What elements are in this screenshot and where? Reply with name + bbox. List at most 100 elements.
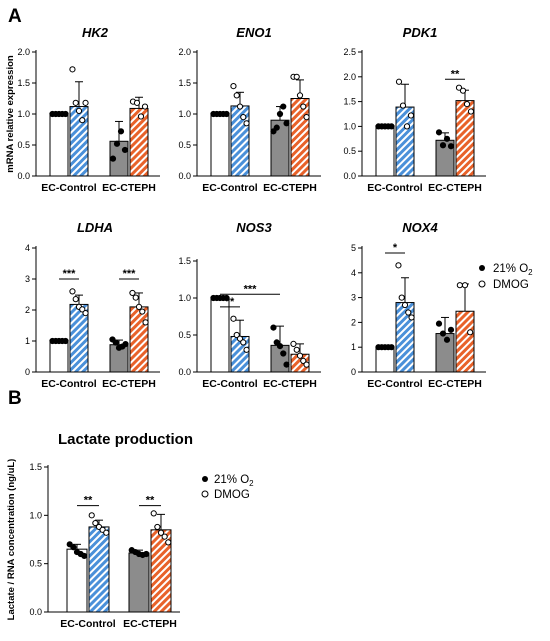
data-point-normoxia bbox=[443, 336, 451, 343]
x-category-label: EC-Control bbox=[367, 182, 422, 194]
data-point-dmog bbox=[165, 539, 172, 546]
data-point-dmog bbox=[157, 529, 165, 536]
data-point-dmog bbox=[456, 282, 463, 289]
data-point-dmog bbox=[92, 519, 99, 527]
data-point-normoxia bbox=[270, 128, 277, 135]
data-point-dmog bbox=[459, 87, 467, 94]
x-category-label: EC-CTEPH bbox=[263, 182, 317, 194]
bar-ec-control-normoxia bbox=[375, 346, 395, 373]
data-point-dmog bbox=[233, 92, 240, 99]
x-category-label: EC-CTEPH bbox=[102, 182, 156, 194]
data-point-dmog bbox=[293, 346, 300, 353]
data-point-normoxia bbox=[223, 294, 230, 302]
y-tick-label: 0.0 bbox=[178, 171, 191, 181]
data-point-normoxia bbox=[112, 339, 119, 346]
data-point-normoxia bbox=[117, 128, 125, 135]
data-point-dmog bbox=[290, 340, 297, 347]
x-category-label: EC-CTEPH bbox=[263, 378, 317, 390]
data-point-dmog bbox=[300, 357, 307, 364]
significance-label: * bbox=[393, 242, 398, 254]
significance-label: ** bbox=[226, 296, 235, 308]
bar-ec-cteph-dmog bbox=[129, 306, 149, 373]
x-category-label: EC-Control bbox=[41, 378, 96, 390]
data-point-dmog bbox=[401, 301, 409, 309]
data-point-normoxia bbox=[283, 361, 290, 368]
y-tick-label: 2.0 bbox=[343, 72, 356, 82]
data-point-dmog bbox=[72, 99, 79, 106]
bar-ec-control-normoxia bbox=[210, 113, 230, 177]
data-point-normoxia bbox=[443, 135, 451, 142]
data-point-normoxia bbox=[70, 544, 77, 551]
data-point-dmog bbox=[398, 294, 405, 301]
legend-b-dmog-marker bbox=[201, 490, 209, 498]
x-category-label: EC-Control bbox=[60, 618, 115, 630]
data-point-dmog bbox=[161, 533, 168, 540]
data-point-normoxia bbox=[388, 344, 395, 351]
bar-ec-cteph-dmog bbox=[455, 310, 475, 373]
data-point-dmog bbox=[463, 100, 471, 108]
data-point-dmog bbox=[243, 120, 250, 127]
data-point-dmog bbox=[139, 308, 146, 315]
data-point-dmog bbox=[103, 529, 110, 536]
data-point-dmog bbox=[69, 66, 76, 73]
bar-ec-cteph-normoxia bbox=[128, 552, 150, 613]
bar-ec-control-dmog bbox=[88, 526, 110, 613]
data-point-normoxia bbox=[273, 339, 280, 346]
data-point-normoxia bbox=[283, 120, 290, 127]
x-category-label: EC-CTEPH bbox=[102, 378, 156, 390]
y-axis-label: mRNA relative expression bbox=[5, 55, 16, 173]
data-point-normoxia bbox=[109, 155, 117, 162]
data-point-normoxia bbox=[439, 142, 447, 149]
data-point-dmog bbox=[303, 114, 310, 121]
y-tick-label: 1.5 bbox=[343, 97, 356, 107]
y-tick-label: 0.5 bbox=[178, 330, 191, 340]
data-point-dmog bbox=[82, 310, 89, 317]
data-point-normoxia bbox=[122, 341, 129, 348]
significance-label: ** bbox=[146, 495, 155, 507]
y-tick-label: 0.0 bbox=[343, 171, 356, 181]
data-point-dmog bbox=[467, 329, 474, 336]
chart-title: HK2 bbox=[82, 25, 109, 40]
data-point-dmog bbox=[300, 103, 307, 110]
data-point-dmog bbox=[133, 99, 141, 106]
y-tick-label: 2.0 bbox=[178, 47, 191, 57]
y-tick-label: 1.0 bbox=[343, 121, 356, 131]
chart-2: PDK1 0.0 0.5 1.0 1.5 2.0 2.5 EC-Control EC-CTEPH… bbox=[343, 25, 486, 194]
y-tick-label: 1.5 bbox=[17, 78, 30, 88]
y-tick-label: 1.5 bbox=[29, 462, 42, 472]
data-point-normoxia bbox=[62, 337, 69, 345]
chart-title: NOS3 bbox=[236, 220, 272, 235]
legend-panel-b: 21% O2 DMOG bbox=[201, 474, 254, 501]
y-tick-label: 1 bbox=[25, 336, 30, 346]
data-point-dmog bbox=[407, 112, 415, 119]
x-category-label: EC-CTEPH bbox=[428, 378, 482, 390]
legend-dmog-marker bbox=[478, 280, 486, 288]
y-tick-label: 1 bbox=[351, 342, 356, 352]
y-tick-label: 0 bbox=[351, 367, 356, 377]
legend-normoxia-marker bbox=[479, 265, 485, 271]
bar-ec-control-normoxia bbox=[49, 113, 69, 177]
chart-title: NOX4 bbox=[402, 220, 438, 235]
data-point-dmog bbox=[75, 107, 83, 115]
data-point-normoxia bbox=[270, 324, 277, 331]
data-point-dmog bbox=[233, 331, 240, 339]
data-point-dmog bbox=[236, 335, 244, 342]
bar-ec-control-normoxia bbox=[49, 340, 69, 373]
data-point-dmog bbox=[403, 123, 411, 130]
data-point-normoxia bbox=[113, 140, 121, 147]
data-point-dmog bbox=[79, 117, 86, 124]
y-tick-label: 3 bbox=[351, 293, 356, 303]
data-point-normoxia bbox=[447, 326, 455, 333]
y-tick-label: 1.5 bbox=[178, 78, 191, 88]
y-axis-label: Lactate / RNA concentration (ng/uL) bbox=[6, 459, 17, 621]
data-point-dmog bbox=[135, 303, 143, 310]
chart-1: ENO1 0.0 0.5 1.0 1.5 2.0 EC-Control EC-CTEPH bbox=[178, 25, 321, 194]
y-tick-label: 0.0 bbox=[29, 607, 42, 617]
y-tick-label: 1.5 bbox=[178, 256, 191, 266]
data-point-normoxia bbox=[435, 129, 443, 136]
data-point-normoxia bbox=[447, 143, 455, 150]
significance-label: *** bbox=[63, 268, 77, 280]
data-point-dmog bbox=[230, 83, 237, 90]
data-point-dmog bbox=[296, 92, 304, 99]
